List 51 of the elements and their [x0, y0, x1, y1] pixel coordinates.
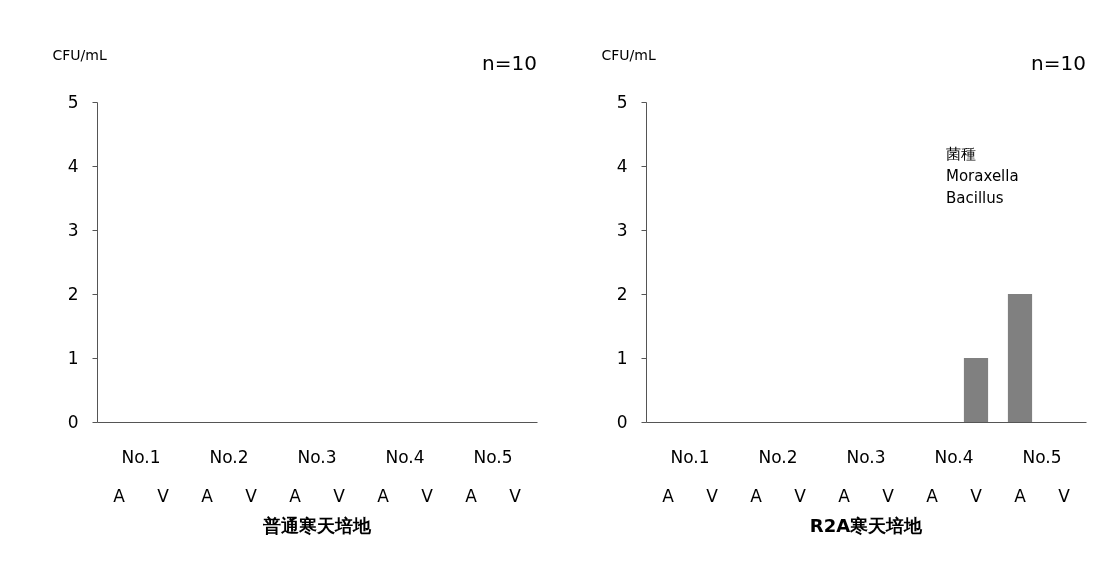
text: No.1	[121, 447, 161, 467]
text: n=10	[482, 51, 537, 75]
annotation: Moraxella	[946, 166, 1019, 185]
text: No.1	[670, 447, 710, 467]
x-tick-label: A	[750, 485, 763, 506]
y-tick-label: 1	[616, 347, 628, 368]
text: No.5	[1022, 447, 1062, 467]
x-tick-label: V	[970, 485, 983, 506]
y-tick-label: 1	[67, 347, 79, 368]
x-tick-label: V	[706, 485, 719, 506]
y-tick-label: 3	[67, 219, 79, 240]
x-tick-label: A	[838, 485, 851, 506]
x-tick-label: A	[465, 485, 478, 506]
y-tick-label: 5	[67, 91, 79, 112]
x-tick-label: A	[1014, 485, 1027, 506]
x-tick-label: A	[113, 485, 126, 506]
x-tick-label: V	[245, 485, 258, 506]
y-tick-label: 5	[616, 91, 628, 112]
x-tick-label: A	[289, 485, 302, 506]
y-axis-title: CFU/mL	[601, 46, 656, 63]
x-tick-label: A	[201, 485, 214, 506]
y-tick-label: 3	[616, 219, 628, 240]
x-tick-label: V	[1058, 485, 1071, 506]
text: No.4	[934, 447, 974, 467]
text: No.4	[385, 447, 425, 467]
text: No.2	[209, 447, 249, 467]
text: No.5	[473, 447, 513, 467]
y-tick-label: 0	[616, 411, 628, 432]
text: No.3	[846, 447, 886, 467]
y-tick-label: 0	[67, 411, 79, 432]
text: n=10	[1031, 51, 1086, 75]
text: No.3	[297, 447, 337, 467]
x-tick-label: V	[794, 485, 807, 506]
annotation: 菌種	[946, 144, 976, 163]
x-tick-label: V	[333, 485, 346, 506]
text: R2A寒天培地	[809, 515, 924, 536]
x-tick-label: A	[926, 485, 939, 506]
x-tick-label: A	[662, 485, 675, 506]
text: No.2	[758, 447, 798, 467]
x-tick-label: V	[882, 485, 895, 506]
y-axis-title: CFU/mL	[52, 46, 107, 63]
text: 普通寒天培地	[262, 515, 372, 536]
x-tick-label: V	[421, 485, 434, 506]
y-tick-label: 4	[67, 155, 79, 176]
y-tick-label: 2	[67, 283, 79, 304]
x-tick-label: A	[377, 485, 390, 506]
x-tick-label: V	[509, 485, 522, 506]
x-tick-label: V	[157, 485, 170, 506]
y-tick-label: 4	[616, 155, 628, 176]
y-tick-label: 2	[616, 283, 628, 304]
annotation: Bacillus	[946, 188, 1004, 207]
